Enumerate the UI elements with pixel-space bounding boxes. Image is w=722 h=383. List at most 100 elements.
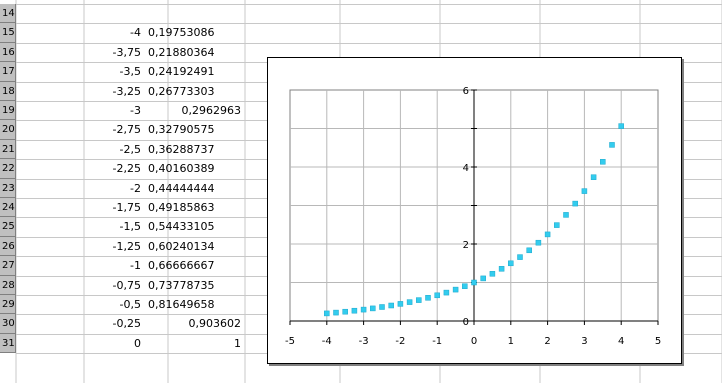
data-point xyxy=(434,292,440,299)
data-point xyxy=(333,309,339,316)
row-header[interactable]: 24 xyxy=(0,198,16,218)
data-point xyxy=(544,231,551,238)
x-tick-label: 1 xyxy=(508,336,514,347)
data-point xyxy=(554,222,560,228)
data-point xyxy=(498,266,505,272)
cell-y-value[interactable]: 0,26773303 xyxy=(148,84,215,98)
data-point xyxy=(471,279,477,286)
data-point xyxy=(406,299,413,305)
data-point xyxy=(526,247,532,254)
y-tick-label: 0 xyxy=(463,317,469,328)
x-tick-label: -5 xyxy=(285,336,295,347)
cell-y-value[interactable]: 0,36288737 xyxy=(148,142,215,156)
data-point xyxy=(535,239,542,246)
data-point xyxy=(351,307,358,314)
cell-y-value[interactable]: 0,19753086 xyxy=(148,26,215,40)
row-header[interactable]: 21 xyxy=(0,139,16,160)
row-header[interactable]: 25 xyxy=(0,217,16,237)
data-point xyxy=(397,301,404,307)
y-tick-label: 4 xyxy=(463,163,469,174)
cell-y-value[interactable]: 0,40160389 xyxy=(148,162,215,176)
cell-x-value[interactable]: -2,75 xyxy=(112,123,141,137)
data-point xyxy=(609,142,615,148)
cell-x-value[interactable]: -0,5 xyxy=(119,298,141,311)
data-point xyxy=(618,123,624,129)
data-point xyxy=(388,302,394,309)
cell-x-value[interactable]: -2,25 xyxy=(112,162,141,176)
cell-y-value[interactable]: 0,44444444 xyxy=(148,181,215,195)
x-tick-label: 3 xyxy=(581,336,587,347)
cell-x-value[interactable]: 0 xyxy=(134,336,141,350)
data-point xyxy=(581,188,588,194)
y-tick-label: 6 xyxy=(463,86,469,97)
data-point xyxy=(563,212,569,218)
row-header[interactable]: 15 xyxy=(0,23,16,43)
row-header[interactable]: 23 xyxy=(0,178,16,198)
cell-x-value[interactable]: -1,75 xyxy=(112,201,141,214)
row-header[interactable]: 26 xyxy=(0,236,16,257)
data-point xyxy=(480,275,486,282)
cell-y-value[interactable]: 0,32790575 xyxy=(148,123,215,137)
cell-y-value[interactable]: 0,24192491 xyxy=(148,65,215,79)
x-tick-label: -3 xyxy=(359,336,369,347)
cell-x-value[interactable] xyxy=(16,4,144,23)
row-header[interactable]: 28 xyxy=(0,275,16,295)
cell-y-value[interactable]: 0,60240134 xyxy=(148,239,215,253)
data-point xyxy=(572,200,578,207)
cell-y-value[interactable]: 0,2962963 xyxy=(181,104,242,117)
chart-plot-area: -5 -4 -3 -2 -1 0 1 2 3 4 5 0 2 4 6 xyxy=(285,86,661,347)
cell-x-value[interactable]: -4 xyxy=(130,26,141,40)
data-point xyxy=(452,286,459,293)
cell-x-value[interactable]: -2 xyxy=(130,181,141,195)
row-header[interactable]: 14 xyxy=(0,4,16,24)
cell-y-value[interactable]: 0,903602 xyxy=(188,317,242,331)
cell-x-value[interactable]: -3 xyxy=(130,104,141,117)
row-header[interactable]: 27 xyxy=(0,256,16,276)
cell-y-value[interactable]: 0,81649658 xyxy=(148,298,215,311)
data-point xyxy=(462,283,468,289)
row-header[interactable]: 16 xyxy=(0,42,16,63)
row-header[interactable]: 31 xyxy=(0,333,16,354)
data-point xyxy=(379,304,385,310)
data-point xyxy=(443,289,450,296)
row-header[interactable]: 19 xyxy=(0,101,16,121)
data-point xyxy=(342,308,348,315)
row-header[interactable]: 30 xyxy=(0,314,16,334)
x-tick-label: -1 xyxy=(432,336,442,347)
data-point xyxy=(425,295,431,301)
cell-y-value[interactable] xyxy=(144,4,245,23)
x-tick-label: -4 xyxy=(322,336,332,347)
scatter-chart[interactable]: -5 -4 -3 -2 -1 0 1 2 3 4 5 0 2 4 6 xyxy=(267,57,682,364)
row-header[interactable]: 20 xyxy=(0,120,16,140)
cell-y-value[interactable]: 0,21880364 xyxy=(148,45,215,59)
cell-x-value[interactable]: -1 xyxy=(130,259,141,273)
row-header[interactable]: 17 xyxy=(0,62,16,82)
cell-y-value[interactable]: 0,73778735 xyxy=(148,278,215,292)
x-tick-label: -2 xyxy=(395,336,405,347)
row-header[interactable]: 29 xyxy=(0,295,16,315)
cell-x-value[interactable]: -2,5 xyxy=(119,142,141,156)
cell-x-value[interactable]: -3,5 xyxy=(119,65,141,79)
x-tick-label: 0 xyxy=(471,336,477,347)
x-tick-label: 4 xyxy=(618,336,624,347)
cell-x-value[interactable]: -0,75 xyxy=(112,278,141,292)
cell-x-value[interactable]: -1,25 xyxy=(112,239,141,253)
data-point xyxy=(517,254,523,260)
data-point xyxy=(489,271,496,277)
data-point xyxy=(508,260,514,267)
cell-y-value[interactable]: 0,49185863 xyxy=(148,201,215,214)
cell-y-value[interactable]: 0,54433105 xyxy=(148,220,215,234)
cell-y-value[interactable]: 1 xyxy=(234,336,241,350)
y-tick-label: 2 xyxy=(463,240,469,251)
data-point xyxy=(360,306,367,313)
x-tick-label: 5 xyxy=(655,336,661,347)
cell-x-value[interactable]: -1,5 xyxy=(119,220,141,234)
data-point xyxy=(370,305,376,312)
cell-x-value[interactable]: -3,75 xyxy=(112,45,141,59)
row-header[interactable]: 18 xyxy=(0,81,16,101)
row-header[interactable]: 22 xyxy=(0,159,16,179)
cell-y-value[interactable]: 0,66666667 xyxy=(148,259,215,273)
data-point xyxy=(600,159,606,165)
cell-x-value[interactable]: -3,25 xyxy=(112,84,141,98)
cell-x-value[interactable]: -0,25 xyxy=(112,317,141,331)
